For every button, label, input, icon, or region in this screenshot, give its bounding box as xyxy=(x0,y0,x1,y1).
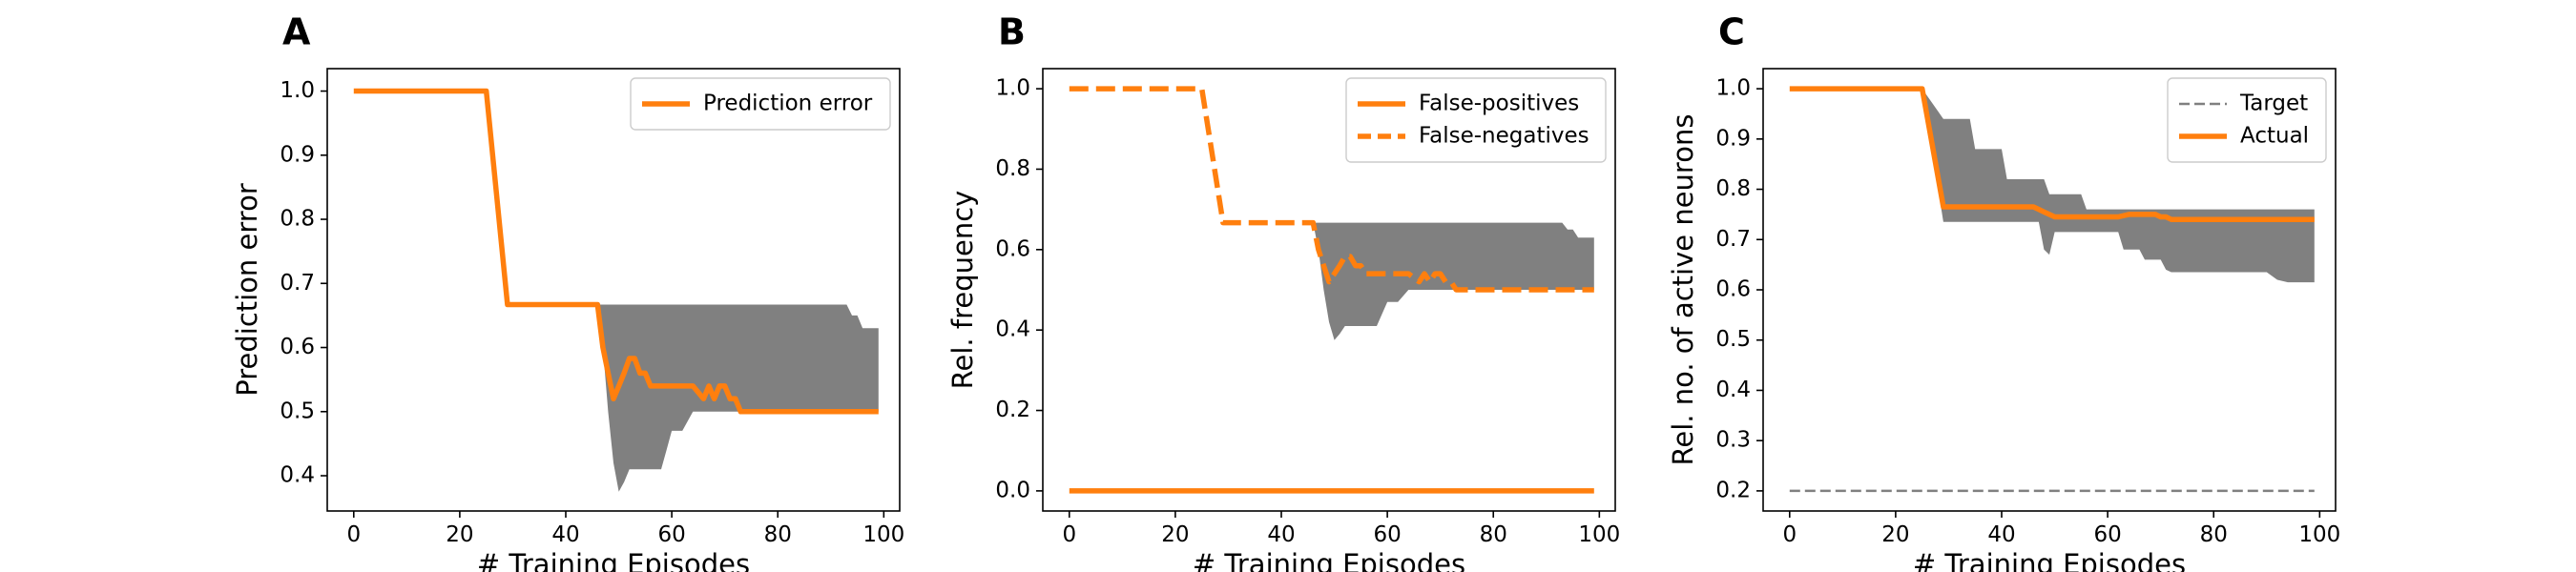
panel-letter: B xyxy=(998,11,1026,53)
y-tick-label: 0.5 xyxy=(280,398,315,423)
y-tick-label: 0.7 xyxy=(1715,227,1751,252)
x-tick-label: 20 xyxy=(446,522,473,547)
axes-frame xyxy=(1042,68,1616,512)
legend-box xyxy=(1345,77,1607,163)
x-tick-label: 20 xyxy=(1881,522,1909,547)
panel-letter: A xyxy=(282,11,311,53)
x-tick-label: 0 xyxy=(1782,522,1797,547)
y-tick-label: 1.0 xyxy=(995,76,1030,101)
legend-label: Actual xyxy=(2240,124,2309,149)
panel-b: B 0 20 40 60 80 100 0.0 0.2 0.4 0.6 0.8 1.0 # Trainin… xyxy=(946,11,1620,572)
y-tick-label: 0.5 xyxy=(1715,327,1751,352)
y-axis-label: Prediction error xyxy=(231,183,263,397)
spread-band xyxy=(1313,222,1594,340)
x-tick-label: 60 xyxy=(1373,522,1401,547)
series-line-prediction-error xyxy=(353,88,879,415)
y-axis-label: Rel. frequency xyxy=(946,191,979,390)
spread-band xyxy=(597,304,879,492)
legend-label: False-positives xyxy=(1419,92,1579,116)
legend-box xyxy=(2167,77,2327,163)
y-tick-label: 0.8 xyxy=(995,156,1030,181)
y-tick-label: 0.4 xyxy=(1715,378,1751,402)
y-tick-label: 0.7 xyxy=(280,271,315,296)
x-tick-label: 80 xyxy=(764,522,792,547)
x-tick-label: 0 xyxy=(1062,522,1076,547)
x-axis-label: # Training Episodes xyxy=(1193,548,1465,572)
x-tick-label: 60 xyxy=(2093,522,2121,547)
x-tick-label: 100 xyxy=(1578,522,1620,547)
y-tick-label: 0.6 xyxy=(995,236,1030,261)
plot-area xyxy=(1789,86,2315,493)
y-axis-label: Rel. no. of active neurons xyxy=(1667,114,1699,466)
x-axis-label: # Training Episodes xyxy=(477,548,750,572)
legend: Prediction error xyxy=(630,77,891,131)
legend-box xyxy=(630,77,891,131)
series-line-actual xyxy=(1789,86,2315,222)
x-tick-label: 80 xyxy=(1480,522,1507,547)
y-tick-label: 1.0 xyxy=(280,78,315,103)
x-tick-label: 100 xyxy=(2298,522,2340,547)
x-tick-label: 40 xyxy=(1987,522,2015,547)
spread-band xyxy=(1922,89,2315,283)
legend: Target Actual xyxy=(2167,77,2327,163)
x-axis-label: # Training Episodes xyxy=(1913,548,2186,572)
x-tick-label: 100 xyxy=(862,522,904,547)
y-tick-label: 0.4 xyxy=(995,317,1030,342)
legend: False-positives False-negatives xyxy=(1345,77,1607,163)
x-tick-label: 0 xyxy=(346,522,361,547)
axes-frame xyxy=(326,68,901,512)
y-tick-label: 0.3 xyxy=(1715,428,1751,453)
y-tick-label: 0.4 xyxy=(280,463,315,488)
y-tick-label: 0.9 xyxy=(1715,126,1751,151)
y-tick-label: 0.2 xyxy=(1715,478,1751,502)
panel-a: A 0 20 40 60 80 100 0.4 0.5 0.6 0.7 0.8 0.9 1.0 # Trai… xyxy=(231,11,904,572)
panel-letter: C xyxy=(1718,11,1745,53)
y-tick-label: 0.9 xyxy=(280,142,315,167)
x-tick-label: 60 xyxy=(657,522,685,547)
y-tick-label: 0.6 xyxy=(1715,277,1751,302)
y-tick-label: 0.8 xyxy=(1715,176,1751,201)
plot-area xyxy=(353,88,879,492)
y-tick-label: 1.0 xyxy=(1715,76,1751,101)
x-tick-label: 40 xyxy=(551,522,579,547)
x-tick-label: 40 xyxy=(1267,522,1295,547)
y-tick-label: 0.0 xyxy=(995,478,1030,502)
series-line-false-negatives xyxy=(1069,86,1594,293)
x-tick-label: 80 xyxy=(2200,522,2228,547)
y-tick-label: 0.6 xyxy=(280,335,315,359)
panel-c: C 0 20 40 60 80 100 0.2 0.3 0.4 0.5 0.6 0.7 0.8 0.9 1.0… xyxy=(1667,11,2340,572)
y-tick-label: 0.2 xyxy=(995,398,1030,422)
legend-label: False-negatives xyxy=(1419,124,1589,149)
legend-label: Prediction error xyxy=(703,92,873,116)
legend-label: Target xyxy=(2239,92,2308,116)
y-tick-label: 0.8 xyxy=(280,207,315,232)
x-tick-label: 20 xyxy=(1161,522,1189,547)
plot-area xyxy=(1069,86,1594,494)
